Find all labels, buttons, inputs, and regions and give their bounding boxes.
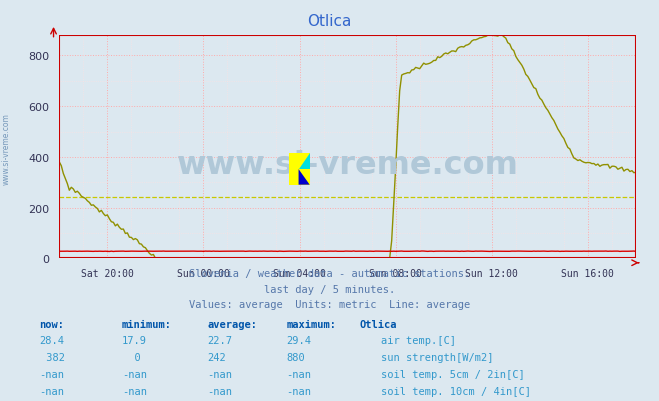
Text: soil temp. 5cm / 2in[C]: soil temp. 5cm / 2in[C]: [381, 369, 525, 379]
Text: maximum:: maximum:: [287, 319, 337, 329]
Text: 17.9: 17.9: [122, 336, 147, 346]
Text: 242: 242: [208, 352, 226, 363]
Text: Otlica: Otlica: [359, 319, 397, 329]
Text: -nan: -nan: [40, 386, 65, 396]
Text: 28.4: 28.4: [40, 336, 65, 346]
Text: Otlica: Otlica: [307, 14, 352, 29]
Text: www.si-vreme.com: www.si-vreme.com: [177, 150, 519, 180]
Polygon shape: [289, 154, 310, 185]
Text: -nan: -nan: [287, 369, 312, 379]
Text: 880: 880: [287, 352, 305, 363]
Text: Values: average  Units: metric  Line: average: Values: average Units: metric Line: aver…: [189, 299, 470, 309]
Text: air temp.[C]: air temp.[C]: [381, 336, 456, 346]
Text: 0: 0: [122, 352, 140, 363]
Text: minimum:: minimum:: [122, 319, 172, 329]
Text: 29.4: 29.4: [287, 336, 312, 346]
Text: -nan: -nan: [208, 369, 233, 379]
Text: -nan: -nan: [208, 386, 233, 396]
Polygon shape: [299, 170, 310, 185]
Text: sun strength[W/m2]: sun strength[W/m2]: [381, 352, 494, 363]
Text: last day / 5 minutes.: last day / 5 minutes.: [264, 284, 395, 294]
Bar: [59, 36, 636, 259]
Text: -nan: -nan: [122, 369, 147, 379]
Text: -nan: -nan: [122, 386, 147, 396]
Text: average:: average:: [208, 319, 258, 329]
Text: 22.7: 22.7: [208, 336, 233, 346]
Text: 382: 382: [40, 352, 65, 363]
Text: soil temp. 10cm / 4in[C]: soil temp. 10cm / 4in[C]: [381, 386, 531, 396]
Polygon shape: [299, 154, 310, 170]
Text: www.si-vreme.com: www.si-vreme.com: [2, 113, 11, 184]
Text: now:: now:: [40, 319, 65, 329]
Text: -nan: -nan: [287, 386, 312, 396]
Text: -nan: -nan: [40, 369, 65, 379]
Text: Slovenia / weather data - automatic stations.: Slovenia / weather data - automatic stat…: [189, 269, 470, 279]
